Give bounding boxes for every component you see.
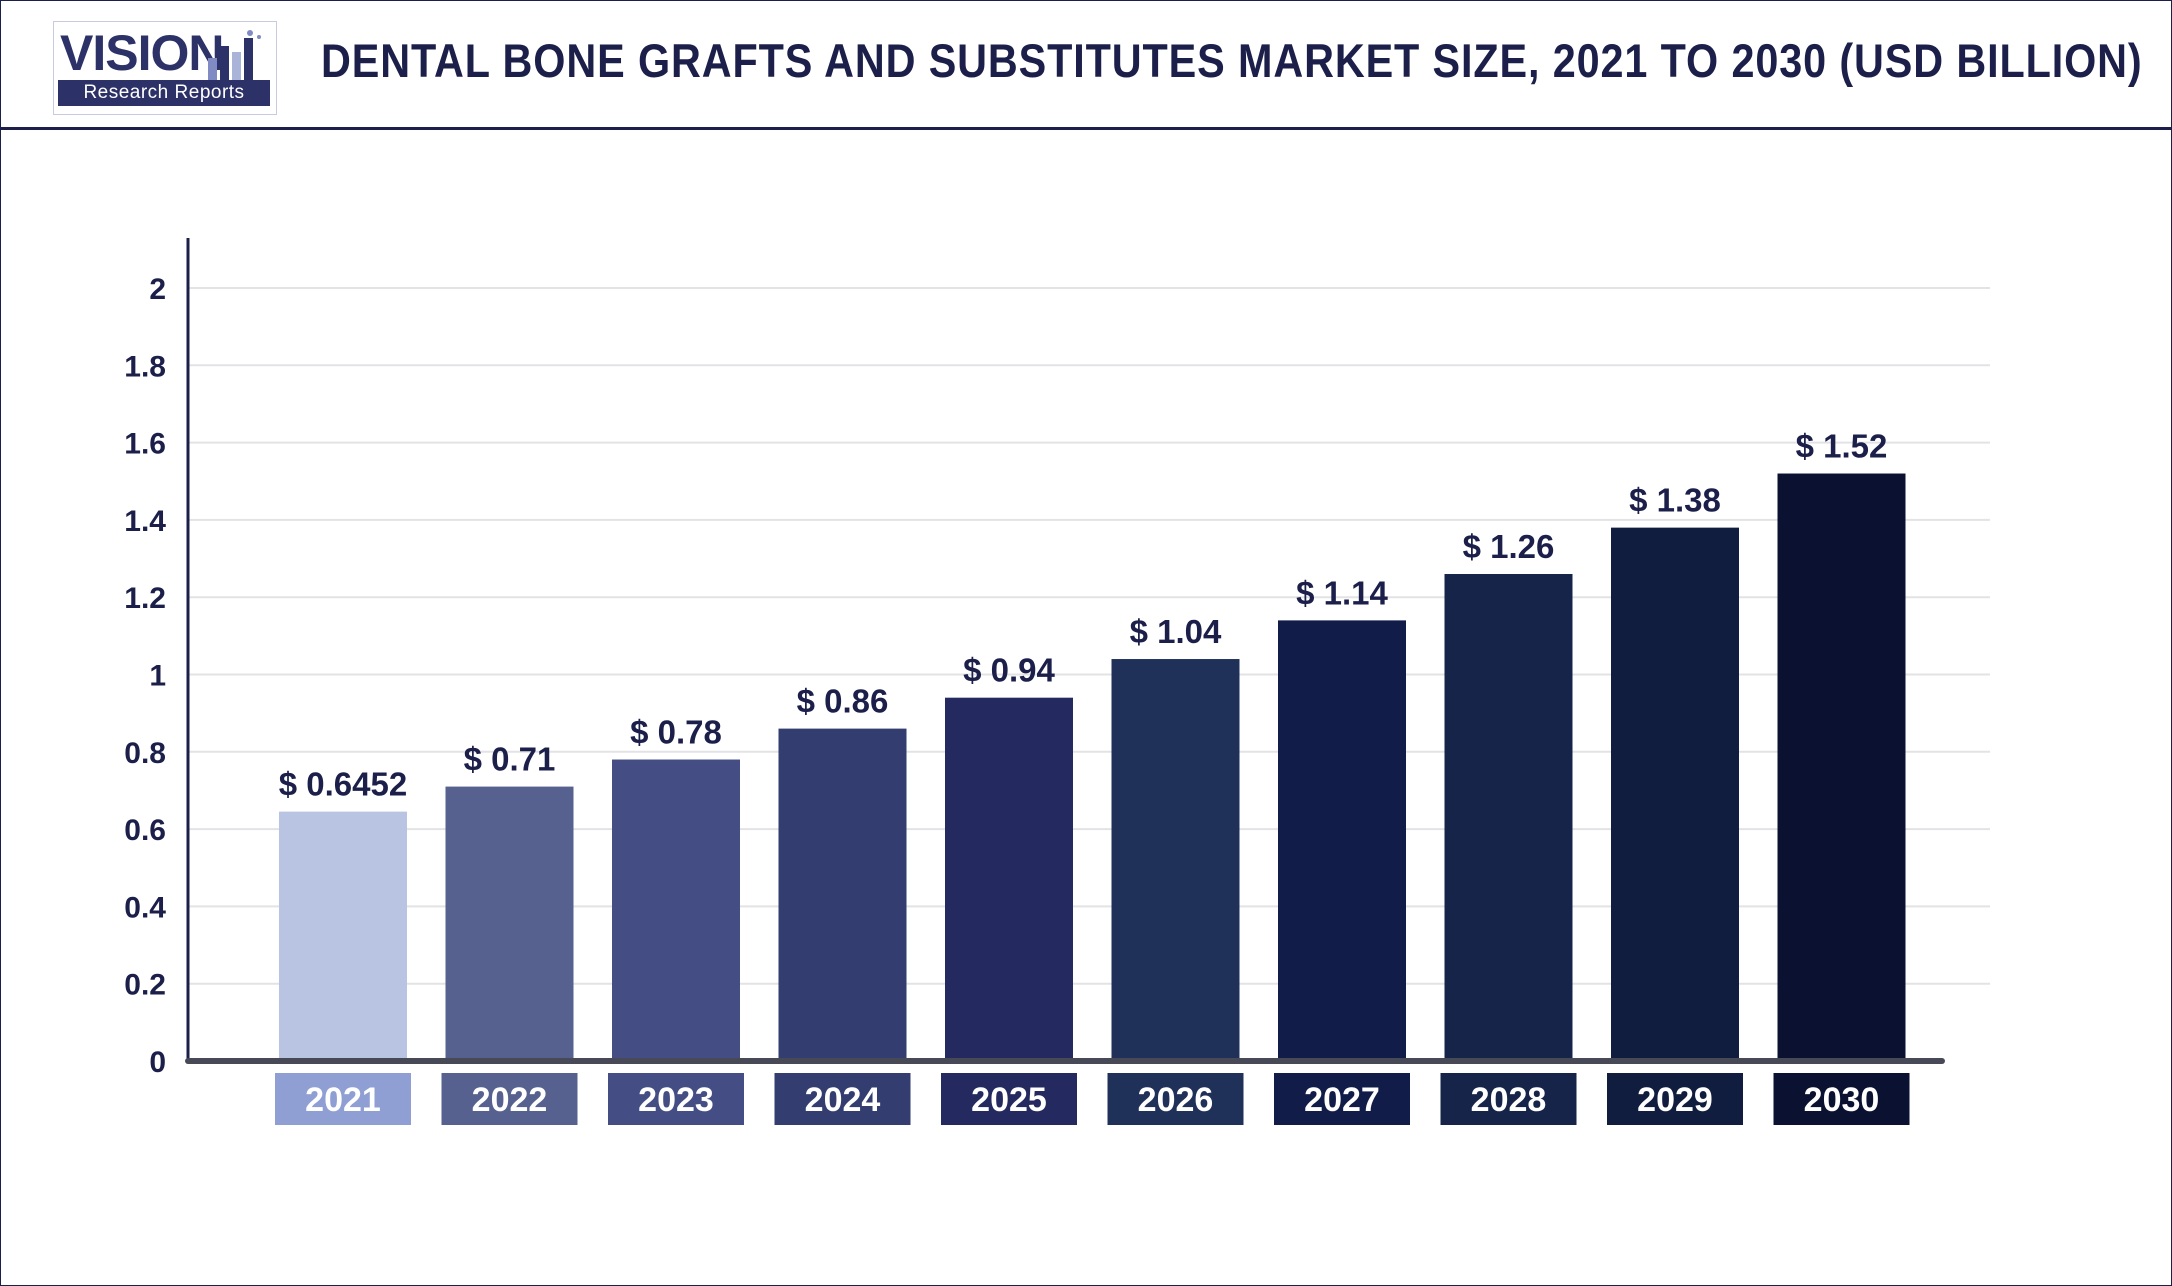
y-tick-label: 0.4: [124, 891, 166, 924]
bar: [945, 697, 1073, 1061]
logo-tagline: Research Reports: [58, 80, 270, 106]
data-label: $ 1.04: [1130, 613, 1222, 650]
bar: [1444, 574, 1573, 1061]
header-bar: VISION Research Reports DENTAL BONE GRAF…: [1, 1, 2171, 130]
data-label: $ 0.94: [963, 652, 1055, 689]
data-label: $ 1.14: [1296, 574, 1388, 611]
x-tick-label: 2026: [1138, 1081, 1214, 1119]
x-tick-label: 2025: [971, 1081, 1047, 1119]
data-label: $ 1.38: [1629, 482, 1721, 519]
y-tick-label: 1.4: [124, 505, 166, 538]
category-label-box: [608, 1073, 744, 1125]
category-label-box: [774, 1073, 911, 1125]
y-tick-label: 1.8: [124, 350, 166, 383]
data-label: $ 0.6452: [279, 766, 407, 803]
bar: [1777, 473, 1906, 1061]
category-labels: 2021 2022 2023 2024 2025 2026 2027 2028 2029 2030: [275, 1073, 1910, 1125]
y-tick-label: 2: [149, 273, 166, 306]
data-label: $ 1.26: [1463, 528, 1555, 565]
bars: $ 0.6452 $ 0.71 $ 0.78 $ 0.86 $ 0.94 $ 1.04 $ …: [279, 428, 1906, 1061]
y-tick-label: 0.2: [124, 969, 166, 1002]
bar: [279, 811, 407, 1061]
bar: [1611, 527, 1739, 1061]
bar: [778, 728, 907, 1061]
y-tick-label: 0.8: [124, 737, 166, 770]
data-label: $ 0.78: [630, 714, 722, 751]
x-tick-label: 2022: [472, 1081, 548, 1119]
logo-wordmark: VISION: [60, 25, 224, 81]
x-tick-label: 2023: [638, 1081, 714, 1119]
category-label-box: [1773, 1073, 1910, 1125]
category-label-box: [441, 1073, 578, 1125]
logo-bars-icon: [208, 30, 261, 82]
category-label-box: [1274, 1073, 1410, 1125]
category-label-box: [1607, 1073, 1743, 1125]
category-label-box: [941, 1073, 1077, 1125]
bar: [1111, 659, 1240, 1061]
x-tick-label: 2027: [1304, 1081, 1380, 1119]
x-tick-label: 2028: [1471, 1081, 1547, 1119]
data-label: $ 1.52: [1796, 428, 1888, 465]
data-label: $ 0.86: [797, 683, 889, 720]
x-tick-label: 2029: [1637, 1081, 1713, 1119]
x-tick-label: 2024: [805, 1081, 881, 1119]
data-label: $ 0.71: [464, 741, 556, 778]
category-label-box: [1107, 1073, 1244, 1125]
y-tick-label: 0.6: [124, 814, 166, 847]
x-tick-label: 2030: [1804, 1081, 1880, 1119]
category-label-box: [1440, 1073, 1577, 1125]
y-tick-label: 1: [149, 660, 166, 693]
bar: [445, 786, 574, 1061]
y-axis-ticks: 0 0.2 0.4 0.6 0.8 1 1.2 1.4 1.6 1.8 2: [124, 273, 166, 1079]
vision-research-reports-logo: VISION Research Reports: [53, 21, 277, 115]
y-tick-label: 1.6: [124, 428, 166, 461]
category-label-box: [275, 1073, 411, 1125]
y-tick-label: 1.2: [124, 582, 166, 615]
x-tick-label: 2021: [305, 1081, 381, 1119]
bar: [612, 759, 740, 1061]
bar: [1278, 620, 1406, 1061]
y-tick-label: 0: [149, 1046, 166, 1079]
